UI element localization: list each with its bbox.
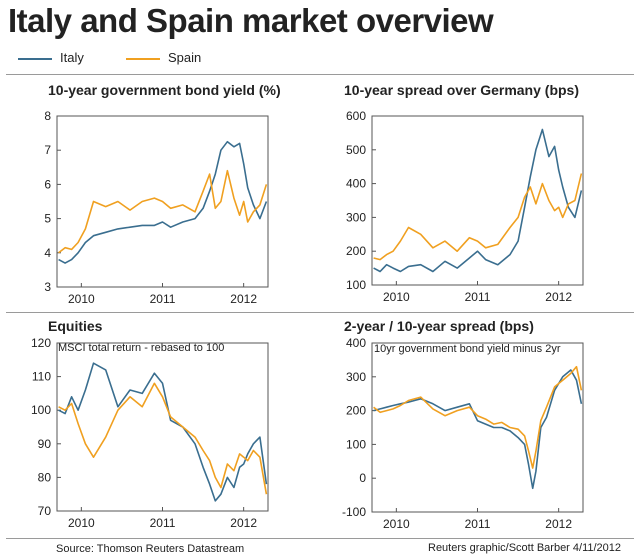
- y-tick-label-2y10y-spread: 200: [346, 404, 366, 418]
- y-tick-label-spread-germany: 100: [346, 278, 366, 292]
- y-tick-label-equities: 110: [32, 370, 51, 384]
- y-tick-label-spread-germany: 600: [346, 109, 366, 123]
- y-tick-label-2y10y-spread: 300: [346, 370, 366, 384]
- x-tick-label-bond-yield: 2012: [230, 292, 257, 306]
- legend-label-spain: Spain: [168, 50, 202, 65]
- x-tick-label-equities: 2010: [68, 516, 95, 530]
- y-tick-label-bond-yield: 5: [44, 212, 51, 226]
- panel-subtitle-2y10y-spread: 10yr government bond yield minus 2yr: [374, 343, 561, 355]
- legend-label-italy: Italy: [60, 50, 84, 65]
- y-tick-label-equities: 120: [31, 336, 51, 350]
- series-line-italy-bond-yield: [58, 140, 268, 264]
- y-tick-label-bond-yield: 6: [44, 177, 51, 191]
- panel-subtitle-equities: MSCI total return - rebased to 100: [58, 342, 225, 354]
- source-note: Source: Thomson Reuters Datastream: [56, 543, 245, 555]
- x-tick-label-spread-germany: 2011: [465, 290, 491, 304]
- x-tick-label-spread-germany: 2010: [383, 290, 410, 304]
- x-tick-label-equities: 2012: [230, 516, 257, 530]
- x-tick-label-2y10y-spread: 2011: [465, 517, 491, 531]
- x-tick-label-2y10y-spread: 2012: [545, 517, 572, 531]
- plot-frame-equities: [56, 342, 269, 512]
- panel-title-bond-yield: 10-year government bond yield (%): [48, 82, 281, 98]
- y-tick-label-2y10y-spread: 0: [359, 471, 366, 485]
- series-line-spain-equities: [58, 382, 268, 495]
- footer-divider: [6, 538, 634, 539]
- y-tick-label-2y10y-spread: 400: [346, 336, 366, 350]
- y-tick-label-bond-yield: 4: [44, 246, 51, 260]
- y-tick-label-equities: 80: [38, 470, 52, 484]
- series-line-spain-bond-yield: [58, 169, 268, 254]
- x-tick-label-bond-yield: 2011: [150, 292, 176, 306]
- y-tick-label-bond-yield: 8: [44, 109, 51, 123]
- x-tick-label-spread-germany: 2012: [545, 290, 572, 304]
- y-tick-label-2y10y-spread: 100: [346, 437, 366, 451]
- y-tick-label-spread-germany: 200: [346, 244, 366, 258]
- y-tick-label-equities: 90: [38, 437, 52, 451]
- plot-frame-2y10y-spread: [371, 342, 584, 513]
- y-tick-label-spread-germany: 500: [346, 143, 366, 157]
- legend-swatch-italy: [18, 58, 52, 60]
- header-divider: [6, 74, 634, 75]
- y-tick-label-equities: 100: [31, 403, 51, 417]
- y-tick-label-spread-germany: 400: [346, 177, 366, 191]
- y-tick-label-spread-germany: 300: [346, 210, 366, 224]
- page-title: Italy and Spain market overview: [8, 2, 494, 39]
- x-tick-label-2y10y-spread: 2010: [383, 517, 410, 531]
- panel-title-spread-germany: 10-year spread over Germany (bps): [344, 82, 579, 98]
- x-tick-label-bond-yield: 2010: [68, 292, 95, 306]
- panel-title-equities: Equities: [48, 318, 103, 334]
- x-tick-label-equities: 2011: [150, 516, 176, 530]
- credit-note: Reuters graphic/Scott Barber 4/11/2012: [428, 542, 622, 554]
- series-line-spain-spread-germany: [373, 173, 583, 261]
- series-line-italy-2y10y-spread: [373, 369, 583, 490]
- series-line-italy-spread-germany: [373, 128, 583, 273]
- series-line-italy-equities: [58, 362, 268, 502]
- series-line-spain-2y10y-spread: [373, 365, 583, 469]
- y-tick-label-bond-yield: 7: [44, 143, 51, 157]
- y-tick-label-bond-yield: 3: [44, 280, 51, 294]
- plot-frame-spread-germany: [371, 115, 584, 286]
- y-tick-label-equities: 70: [38, 504, 52, 518]
- panel-title-2y10y-spread: 2-year / 10-year spread (bps): [344, 318, 534, 334]
- legend-swatch-spain: [126, 58, 160, 60]
- row-divider: [6, 312, 634, 313]
- y-tick-label-2y10y-spread: -100: [342, 505, 366, 519]
